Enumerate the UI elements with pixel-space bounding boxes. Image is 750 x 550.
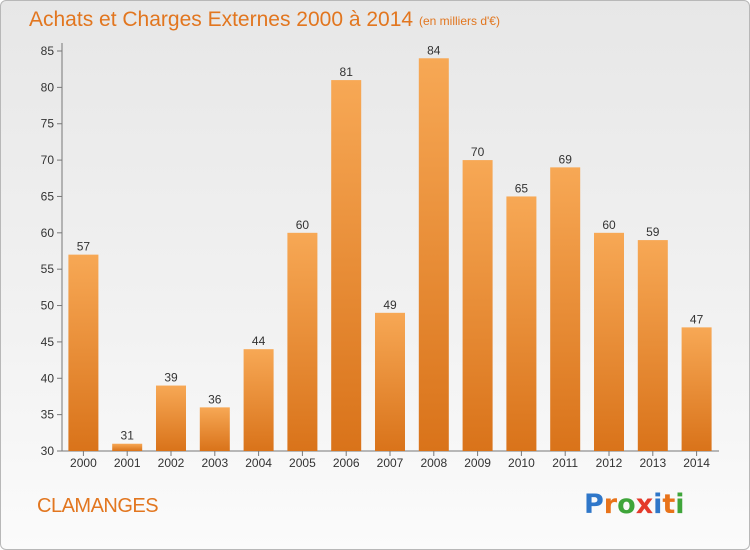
x-tick-label: 2003 (201, 456, 228, 470)
bar-2005 (287, 232, 318, 451)
bar-2010 (506, 196, 537, 451)
bar-2011 (550, 167, 581, 451)
logo-letter: x (635, 489, 654, 520)
data-label: 36 (208, 392, 222, 406)
data-label: 70 (471, 145, 485, 159)
logo-letter: o (617, 489, 636, 520)
data-label: 39 (164, 371, 178, 385)
x-tick-label: 2001 (114, 456, 141, 470)
y-tick-label: 75 (41, 117, 55, 131)
data-label: 57 (77, 240, 91, 254)
bar-2001 (112, 443, 143, 451)
y-tick-label: 60 (41, 226, 55, 240)
x-tick-label: 2008 (420, 456, 447, 470)
x-tick-label: 2010 (508, 456, 535, 470)
logo-letter: t (662, 489, 676, 520)
bar-2012 (594, 232, 624, 451)
data-label: 44 (252, 334, 266, 348)
x-tick-label: 2012 (596, 456, 623, 470)
x-tick-label: 2000 (70, 456, 97, 470)
commune-name: CLAMANGES (37, 495, 159, 517)
logo-letter: r (603, 489, 618, 520)
y-tick-label: 45 (41, 335, 55, 349)
x-tick-label: 2009 (464, 456, 491, 470)
bar-2007 (375, 312, 405, 451)
x-tick-label: 2011 (552, 456, 578, 470)
y-tick-label: 30 (41, 444, 55, 458)
chart-unit: (en milliers d'€) (419, 14, 500, 28)
bar-2009 (462, 160, 493, 451)
bar-2000 (68, 254, 99, 451)
data-label: 81 (340, 65, 354, 79)
bar-2002 (156, 385, 186, 451)
y-tick-label: 35 (41, 408, 55, 422)
bar-2004 (243, 349, 274, 451)
y-tick-label: 65 (41, 189, 55, 203)
chart-title: Achats et Charges Externes 2000 à 2014 (29, 8, 414, 31)
data-label: 49 (383, 298, 397, 312)
x-tick-label: 2006 (333, 456, 360, 470)
data-label: 59 (646, 225, 660, 239)
logo-letter: i (675, 489, 685, 520)
bar-2003 (199, 407, 230, 451)
bar-2008 (418, 58, 449, 451)
x-tick-label: 2005 (289, 456, 316, 470)
data-label: 65 (515, 181, 529, 195)
data-label: 84 (427, 43, 441, 57)
x-tick-label: 2014 (683, 456, 710, 470)
y-tick-label: 55 (41, 262, 55, 276)
data-label: 60 (296, 218, 310, 232)
bar-2013 (637, 240, 668, 451)
proxiti-logo: Proxiti (584, 489, 685, 520)
y-tick-label: 85 (41, 44, 55, 58)
y-tick-label: 80 (41, 80, 55, 94)
x-tick-label: 2007 (377, 456, 404, 470)
y-tick-label: 50 (41, 299, 55, 313)
data-label: 69 (559, 152, 573, 166)
bar-2006 (331, 80, 362, 451)
y-tick-label: 70 (41, 153, 55, 167)
y-tick-label: 40 (41, 371, 55, 385)
data-label: 60 (602, 218, 616, 232)
logo-letter: P (584, 489, 604, 520)
logo-letter: i (653, 489, 663, 520)
data-label: 31 (121, 429, 135, 443)
x-tick-label: 2013 (639, 456, 666, 470)
data-label: 47 (690, 312, 704, 326)
x-tick-label: 2002 (158, 456, 185, 470)
bar-2014 (681, 327, 712, 451)
x-tick-label: 2004 (245, 456, 272, 470)
